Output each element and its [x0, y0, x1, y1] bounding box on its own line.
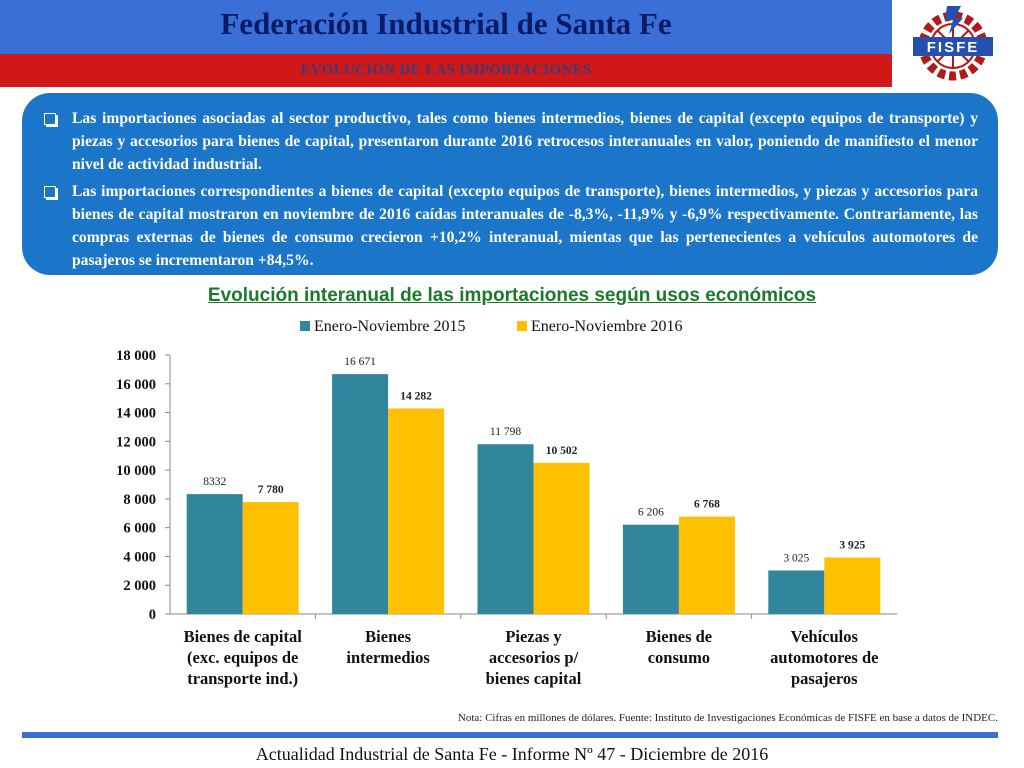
y-tick-label: 4 000: [123, 549, 156, 565]
checkbox-bullet-icon: [44, 186, 56, 198]
x-tick-label: accesorios p/: [489, 648, 579, 667]
checkbox-bullet-icon: [44, 113, 56, 125]
y-tick-label: 0: [149, 607, 156, 623]
legend-swatch: [300, 321, 310, 331]
header-banner: [0, 0, 892, 54]
bullet-text: Las importaciones asociadas al sector pr…: [72, 110, 978, 173]
x-tick-label: automotores de: [770, 648, 878, 667]
legend-label: Enero-Noviembre 2016: [531, 318, 683, 335]
bar: [477, 444, 534, 614]
footer-text: Actualidad Industrial de Santa Fe - Info…: [255, 744, 769, 764]
bar: [824, 557, 881, 614]
chart-title: Evolución interanual de las importacione…: [207, 285, 817, 306]
data-label: 3 025: [783, 552, 809, 564]
x-tick-label: consumo: [648, 648, 710, 667]
subtitle-banner: [0, 54, 892, 87]
x-tick-label: bienes capital: [486, 669, 582, 688]
x-tick-label: Piezas y: [505, 627, 562, 646]
data-label: 7 780: [258, 484, 284, 496]
y-tick-label: 10 000: [116, 463, 156, 479]
bar: [768, 570, 825, 614]
fisfe-logo: FISFE: [913, 6, 993, 81]
bullet-item: Las importaciones asociadas al sector pr…: [42, 107, 978, 176]
y-tick-label: 18 000: [116, 348, 156, 364]
data-label: 11 798: [490, 426, 521, 438]
x-tick-label: Bienes de: [646, 627, 712, 646]
legend-label: Enero-Noviembre 2015: [314, 318, 466, 335]
y-tick-label: 8 000: [123, 492, 156, 508]
data-label: 3 925: [839, 540, 865, 552]
logo-text: FISFE: [927, 39, 980, 56]
page-title: Federación Industrial de Santa Fe: [220, 6, 672, 41]
data-label: 16 671: [344, 356, 376, 368]
footer-bar: [22, 732, 998, 738]
data-label: 6 768: [694, 499, 720, 511]
y-tick-label: 12 000: [116, 434, 156, 450]
y-tick-label: 2 000: [123, 578, 156, 594]
y-tick-label: 6 000: [123, 521, 156, 537]
source-note: Nota: Cifras en millones de dólares. Fue…: [457, 712, 998, 724]
x-tick-label: (exc. equipos de: [187, 648, 298, 667]
bar: [332, 374, 389, 614]
bullet-item: Las importaciones correspondientes a bie…: [42, 180, 978, 272]
x-tick-label: transporte ind.): [187, 669, 298, 688]
bar: [388, 408, 445, 614]
bar: [678, 516, 735, 614]
x-tick-label: Bienes de capital: [184, 627, 303, 646]
data-label: 8332: [203, 476, 226, 488]
x-tick-label: pasajeros: [791, 669, 858, 688]
data-label: 6 206: [638, 507, 664, 519]
section-subtitle: EVOLUCIÓN DE LAS IMPORTACIONES: [300, 62, 592, 78]
y-tick-label: 14 000: [116, 406, 156, 422]
x-tick-label: Bienes: [365, 627, 411, 646]
bullet-text: Las importaciones correspondientes a bie…: [72, 183, 978, 269]
bar: [242, 502, 299, 614]
bar: [533, 462, 590, 614]
bar: [622, 524, 679, 614]
data-label: 10 502: [546, 445, 578, 457]
info-box: Las importaciones asociadas al sector pr…: [22, 93, 998, 275]
data-label: 14 282: [400, 390, 432, 402]
legend-swatch: [517, 321, 527, 331]
x-tick-label: intermedios: [346, 648, 430, 667]
y-tick-label: 16 000: [116, 377, 156, 393]
bar: [186, 494, 243, 614]
x-tick-label: Vehículos: [791, 627, 859, 646]
logo-text-band: [913, 37, 993, 56]
